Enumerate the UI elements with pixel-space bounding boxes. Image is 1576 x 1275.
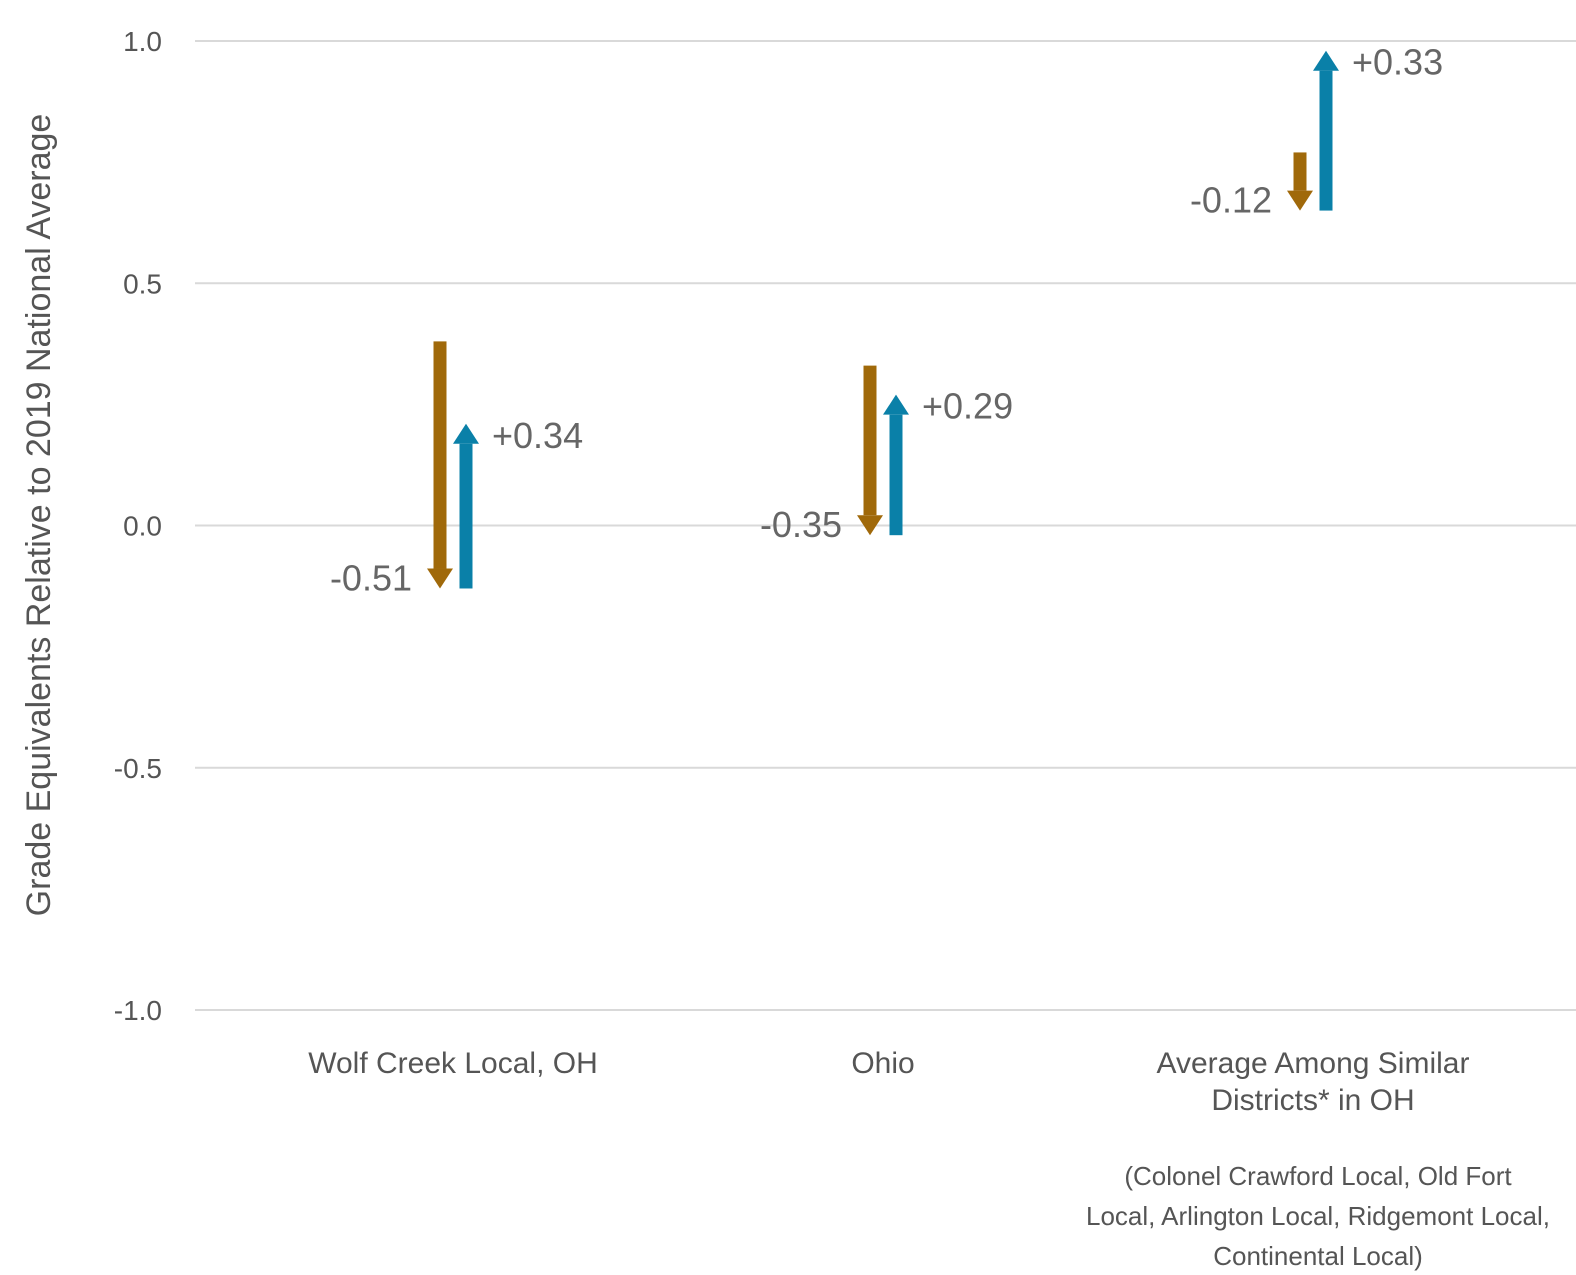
y-tick-label: 1.0 — [123, 26, 162, 57]
arrow-head — [453, 423, 479, 444]
recovery-arrow — [883, 394, 909, 536]
arrow-shaft — [459, 443, 473, 589]
x-axis-categories: Wolf Creek Local, OH Ohio Average Among Si… — [308, 1047, 1550, 1271]
decline-arrow — [857, 365, 883, 536]
gridlines — [195, 40, 1576, 1011]
change-value-label: -0.35 — [760, 504, 842, 545]
decline-arrow — [1287, 152, 1313, 211]
recovery-arrow — [1313, 50, 1339, 211]
category-label: Average Among Similar — [1157, 1047, 1470, 1080]
decline-arrow — [427, 341, 453, 589]
category-label: Districts* in OH — [1211, 1084, 1414, 1117]
arrow-shaft — [889, 414, 903, 536]
arrow-head — [427, 568, 453, 589]
arrow-head — [1313, 50, 1339, 71]
arrow-head — [883, 394, 909, 415]
change-value-label: -0.12 — [1190, 180, 1272, 221]
category-note: Continental Local) — [1213, 1241, 1423, 1271]
change-value-label: +0.33 — [1352, 42, 1443, 83]
data-labels: -0.51 -0.35 -0.12 +0.34 +0.29 +0.33 — [330, 42, 1443, 599]
recovery-arrow — [453, 423, 479, 589]
category-note: Local, Arlington Local, Ridgemont Local, — [1086, 1201, 1550, 1231]
category-label: Wolf Creek Local, OH — [308, 1047, 598, 1080]
arrow-head — [857, 515, 883, 536]
arrow-shaft — [863, 365, 877, 516]
category-note: (Colonel Crawford Local, Old Fort — [1124, 1161, 1512, 1191]
arrow-shaft — [1319, 70, 1333, 211]
y-tick-label: -1.0 — [114, 995, 162, 1026]
y-tick-label: 0.5 — [123, 268, 162, 299]
arrows — [427, 50, 1339, 589]
arrow-shaft — [433, 341, 447, 569]
change-value-label: -0.51 — [330, 557, 412, 598]
category-label: Ohio — [851, 1047, 914, 1080]
change-value-label: +0.29 — [922, 386, 1013, 427]
change-value-label: +0.34 — [492, 415, 583, 456]
arrow-head — [1287, 190, 1313, 211]
y-tick-label: -0.5 — [114, 753, 162, 784]
y-tick-label: 0.0 — [123, 511, 162, 542]
arrow-shaft — [1293, 152, 1307, 191]
y-axis-ticks: 1.0 0.5 0.0 -0.5 -1.0 — [114, 26, 162, 1026]
y-axis-title: Grade Equivalents Relative to 2019 Natio… — [20, 114, 58, 917]
